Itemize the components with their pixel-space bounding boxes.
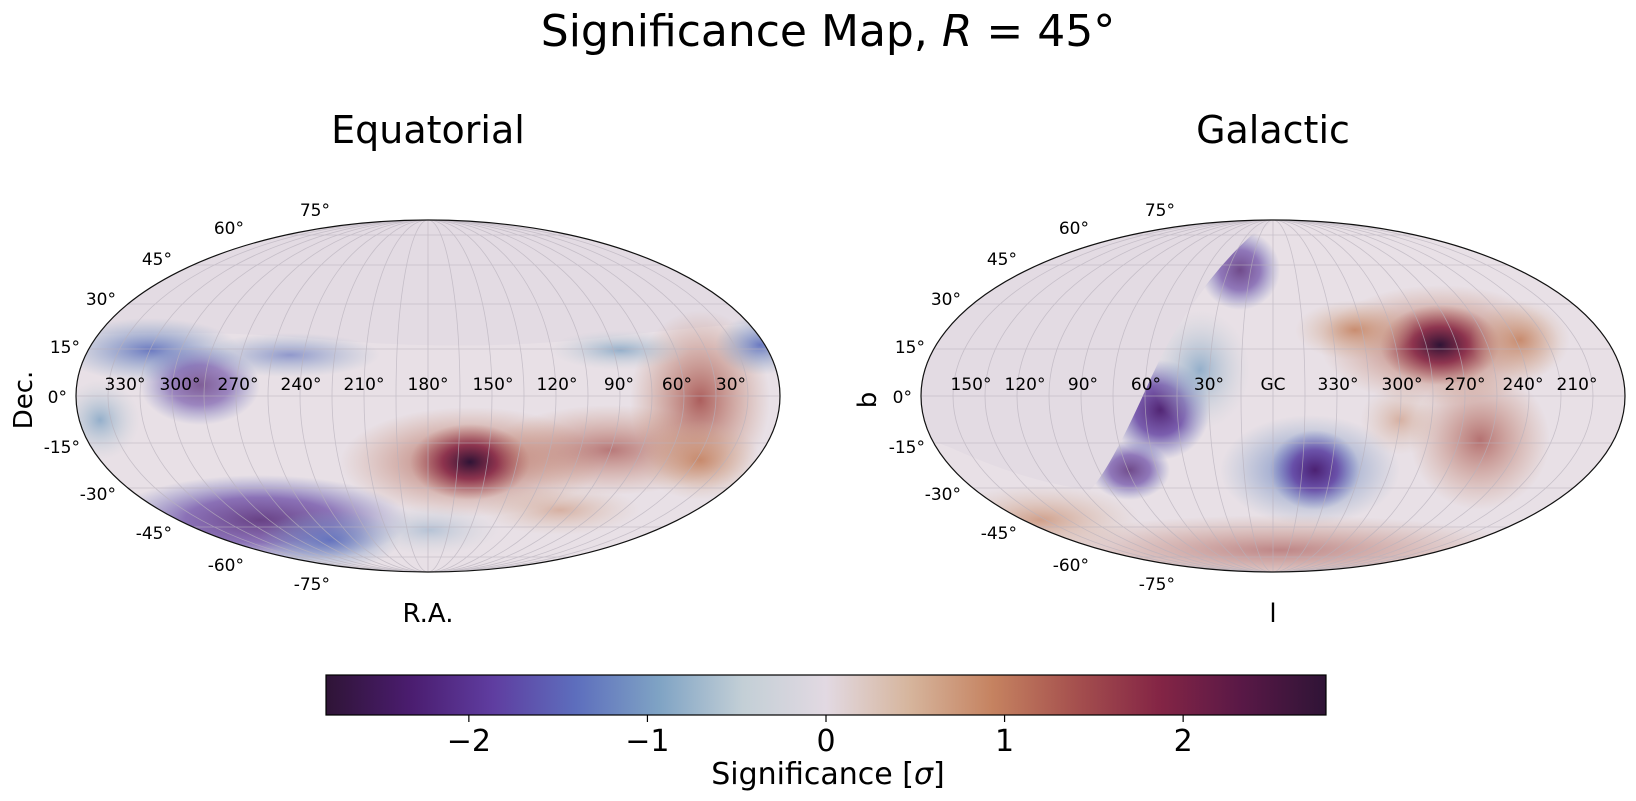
lon-tick: 90° — [1068, 375, 1098, 395]
lat-tick: 60° — [1059, 219, 1089, 239]
lon-tick: 300° — [1382, 375, 1423, 395]
lat-tick: -60° — [208, 556, 244, 576]
lon-tick: 240° — [281, 375, 322, 395]
lat-tick: -75° — [294, 575, 330, 595]
equatorial-xlabel: R.A. — [403, 599, 454, 629]
lon-tick: 60° — [1131, 375, 1161, 395]
lon-tick: 30° — [1194, 375, 1224, 395]
lon-tick: 120° — [537, 375, 578, 395]
lon-tick: 180° — [408, 375, 449, 395]
lon-tick: 330° — [105, 375, 146, 395]
galactic-xlabel: l — [1269, 599, 1276, 629]
lat-tick: -45° — [981, 524, 1017, 544]
lat-tick: 15° — [895, 338, 925, 358]
lon-tick: GC — [1260, 375, 1285, 395]
lat-tick: -15° — [889, 438, 925, 458]
lat-tick: -15° — [44, 438, 80, 458]
lat-tick: -75° — [1139, 575, 1175, 595]
colorbar-tick-label: 1 — [995, 724, 1014, 759]
lon-tick: 330° — [1318, 375, 1359, 395]
lat-tick: -30° — [80, 485, 116, 505]
colorbar-tick-label: −2 — [447, 724, 491, 759]
equatorial-outline — [75, 219, 781, 573]
galactic-ylabel: b — [853, 392, 883, 409]
galactic-map — [921, 220, 1625, 572]
lat-tick: 30° — [931, 290, 961, 310]
lon-tick: 300° — [160, 375, 201, 395]
colorbar-tick-label: 2 — [1174, 724, 1193, 759]
figure-title: Significance Map, R = 45° — [541, 6, 1115, 57]
lat-tick: 45° — [987, 250, 1017, 270]
galactic-title: Galactic — [1196, 108, 1350, 152]
equatorial-title: Equatorial — [331, 108, 525, 152]
lat-tick: -60° — [1053, 556, 1089, 576]
lon-tick: 210° — [1557, 375, 1598, 395]
lon-tick: 150° — [951, 375, 992, 395]
lon-tick: 240° — [1503, 375, 1544, 395]
lon-tick: 30° — [716, 375, 746, 395]
colorbar-gradient — [325, 674, 1327, 716]
equatorial-panel: Equatorial — [9, 108, 781, 629]
colorbar-tick-label: 0 — [816, 724, 835, 759]
colorbar-tick-label: −1 — [625, 724, 669, 759]
equatorial-ylabel: Dec. — [9, 371, 39, 430]
lat-tick: 75° — [1145, 201, 1175, 221]
lon-tick: 210° — [344, 375, 385, 395]
colorbar-label: Significance [σ] — [711, 757, 944, 792]
lat-tick: 30° — [86, 290, 116, 310]
lat-tick: -45° — [136, 524, 172, 544]
lat-tick: 60° — [214, 219, 244, 239]
colorbar: −2 −1 0 1 2 Significance [σ] — [325, 674, 1327, 792]
lat-tick: -30° — [925, 485, 961, 505]
lon-tick: 120° — [1005, 375, 1046, 395]
lon-tick: 150° — [473, 375, 514, 395]
lon-tick: 90° — [604, 375, 634, 395]
lat-tick: 75° — [300, 201, 330, 221]
lat-tick: 45° — [142, 250, 172, 270]
lat-tick: 0° — [893, 388, 912, 408]
galactic-outline — [920, 219, 1626, 573]
lon-tick: 270° — [218, 375, 259, 395]
lat-tick: 0° — [48, 388, 67, 408]
lat-tick: 15° — [50, 338, 80, 358]
lon-tick: 270° — [1445, 375, 1486, 395]
galactic-panel: Galactic — [853, 108, 1626, 629]
lon-tick: 60° — [662, 375, 692, 395]
